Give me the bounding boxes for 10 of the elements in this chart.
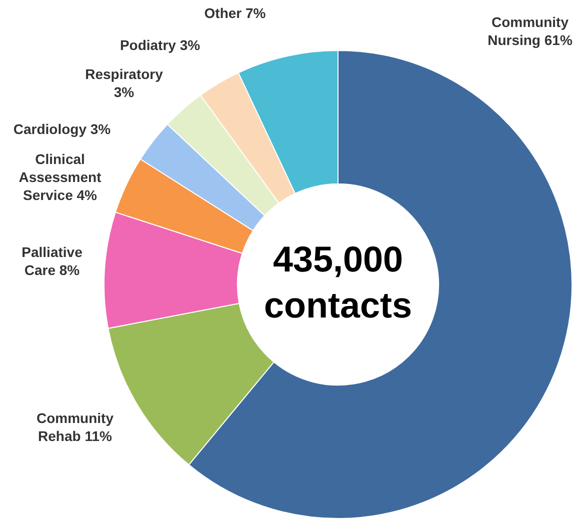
slice-label: Clinical Assessment Service 4% xyxy=(18,150,102,203)
slice-label: Community Rehab 11% xyxy=(36,410,114,444)
data-label: 3% xyxy=(114,84,135,100)
slice-label: Respiratory xyxy=(85,66,164,82)
slice-label: Other 7% xyxy=(204,4,266,21)
slice-label: Community Nursing 61% xyxy=(488,14,573,48)
text: 435,000 contacts xyxy=(264,238,412,326)
slice-label: Cardiology 3% xyxy=(13,120,112,137)
slice-label: Podiatry 3% xyxy=(120,36,201,53)
slice-label: Palliative Care 8% xyxy=(22,244,83,278)
